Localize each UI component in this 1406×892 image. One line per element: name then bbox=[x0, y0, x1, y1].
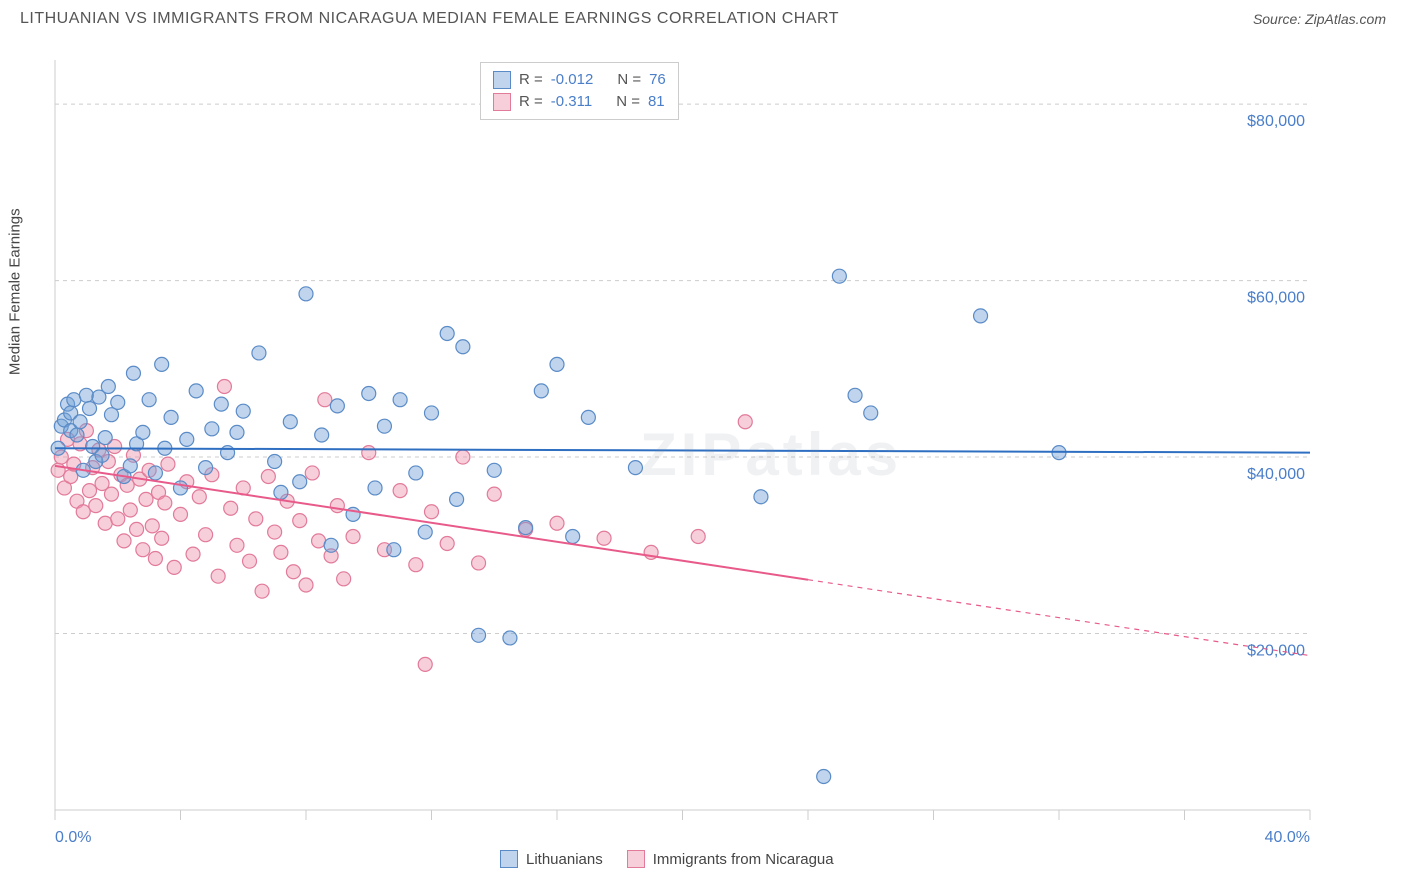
r-value-lithuanians: -0.012 bbox=[551, 69, 594, 91]
swatch-nicaragua-icon bbox=[627, 850, 645, 868]
n-label: N = bbox=[616, 91, 640, 113]
chart-container: Median Female Earnings $20,000$40,000$60… bbox=[50, 50, 1390, 850]
svg-text:$60,000: $60,000 bbox=[1247, 290, 1305, 307]
legend-item-lithuanians: Lithuanians bbox=[500, 850, 603, 868]
scatter-plot: $20,000$40,000$60,000$80,0000.0%40.0% bbox=[50, 50, 1390, 850]
r-value-nicaragua: -0.311 bbox=[551, 91, 592, 113]
legend-label-lithuanians: Lithuanians bbox=[526, 851, 603, 868]
legend-label-nicaragua: Immigrants from Nicaragua bbox=[653, 851, 834, 868]
svg-text:$80,000: $80,000 bbox=[1247, 113, 1305, 130]
svg-text:40.0%: 40.0% bbox=[1265, 829, 1310, 846]
header: LITHUANIAN VS IMMIGRANTS FROM NICARAGUA … bbox=[0, 0, 1406, 36]
n-value-nicaragua: 81 bbox=[648, 91, 665, 113]
chart-source: Source: ZipAtlas.com bbox=[1253, 11, 1386, 27]
svg-text:$40,000: $40,000 bbox=[1247, 466, 1305, 483]
n-label: N = bbox=[617, 69, 641, 91]
y-axis-label: Median Female Earnings bbox=[7, 208, 24, 375]
swatch-nicaragua bbox=[493, 93, 511, 111]
legend-item-nicaragua: Immigrants from Nicaragua bbox=[627, 850, 834, 868]
chart-title: LITHUANIAN VS IMMIGRANTS FROM NICARAGUA … bbox=[20, 10, 839, 28]
svg-text:0.0%: 0.0% bbox=[55, 829, 91, 846]
legend-row-nicaragua: R = -0.311 N = 81 bbox=[493, 91, 666, 113]
r-label: R = bbox=[519, 69, 543, 91]
swatch-lithuanians bbox=[493, 71, 511, 89]
correlation-legend: R = -0.012 N = 76 R = -0.311 N = 81 bbox=[480, 62, 679, 120]
r-label: R = bbox=[519, 91, 543, 113]
swatch-lithuanians-icon bbox=[500, 850, 518, 868]
series-legend: Lithuanians Immigrants from Nicaragua bbox=[500, 850, 834, 868]
legend-row-lithuanians: R = -0.012 N = 76 bbox=[493, 69, 666, 91]
n-value-lithuanians: 76 bbox=[649, 69, 666, 91]
